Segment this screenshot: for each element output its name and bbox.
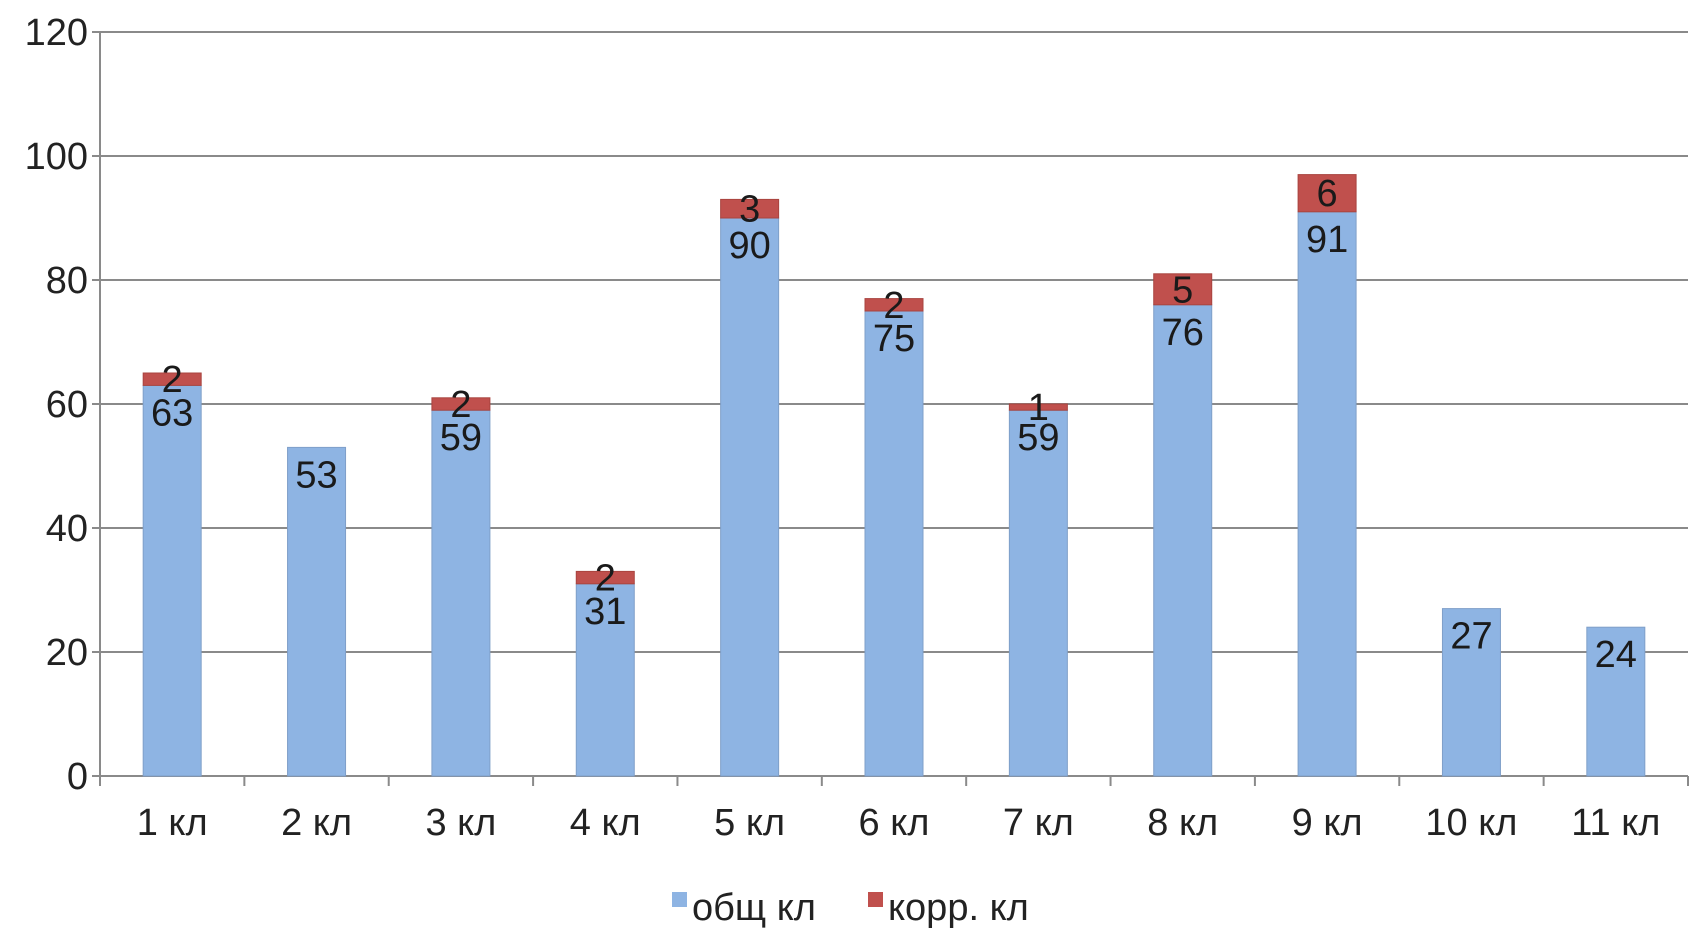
x-tick-label: 4 кл xyxy=(570,802,641,844)
bar-9-series-0 xyxy=(1297,211,1357,777)
x-tick-label: 5 кл xyxy=(714,802,785,844)
x-tick-label: 8 кл xyxy=(1147,802,1218,844)
y-tick-label: 20 xyxy=(46,632,88,674)
data-label-series-0: 76 xyxy=(1162,312,1204,354)
data-label-series-1: 2 xyxy=(883,285,904,327)
x-tick-label: 2 кл xyxy=(281,802,352,844)
data-label-series-0: 91 xyxy=(1306,219,1348,261)
data-label-series-1: 6 xyxy=(1317,173,1338,215)
x-tick-label: 7 кл xyxy=(1003,802,1074,844)
x-tick-label: 6 кл xyxy=(859,802,930,844)
bar-7-series-0 xyxy=(1008,409,1068,777)
data-label-series-1: 2 xyxy=(450,384,471,426)
y-tick-label: 0 xyxy=(67,756,88,798)
bar-8-series-1 xyxy=(1153,273,1213,306)
bar-2-series-0 xyxy=(287,446,347,777)
bar-1-series-1 xyxy=(142,372,202,386)
y-tick-label: 40 xyxy=(46,508,88,550)
legend: общ кл корр. кл xyxy=(672,887,1029,929)
data-label-series-0: 24 xyxy=(1595,634,1637,676)
legend-label-series-0: общ кл xyxy=(692,887,816,929)
x-tick-label: 10 кл xyxy=(1425,802,1517,844)
data-label-series-1: 2 xyxy=(162,359,183,401)
bar-3-series-1 xyxy=(431,397,491,411)
y-tick-label: 80 xyxy=(46,260,88,302)
axes: 0 20 40 60 80 100 120 1 кл 2 кл 3 кл 4 кл 5 кл 6 кл 7… xyxy=(25,12,1689,844)
bar-10-series-0 xyxy=(1441,608,1501,777)
data-label-series-0: 59 xyxy=(1017,417,1059,459)
data-label-series-0: 27 xyxy=(1450,616,1492,658)
data-label-series-0: 63 xyxy=(151,392,193,434)
x-tick-label: 11 кл xyxy=(1571,802,1660,844)
bar-9-series-1 xyxy=(1297,174,1357,213)
bar-6-series-1 xyxy=(864,298,924,312)
y-tick-label: 120 xyxy=(25,12,88,54)
y-tick-label: 60 xyxy=(46,384,88,426)
bar-11-series-0 xyxy=(1586,626,1646,777)
data-label-series-1: 3 xyxy=(739,189,760,231)
bar-5-series-0 xyxy=(720,217,780,777)
bar-8-series-0 xyxy=(1153,304,1213,777)
bar-1-series-0 xyxy=(142,384,202,777)
data-label-series-1: 1 xyxy=(1028,387,1049,429)
data-label-series-1: 2 xyxy=(595,558,616,600)
legend-swatch-series-1 xyxy=(868,892,883,907)
bar-6-series-0 xyxy=(864,310,924,777)
bar-7-series-1 xyxy=(1008,403,1068,411)
data-label-series-0: 53 xyxy=(295,454,337,496)
legend-label-series-1: корр. кл xyxy=(888,887,1029,929)
data-label-series-1: 5 xyxy=(1172,269,1193,311)
x-tick-label: 3 кл xyxy=(425,802,496,844)
x-tick-label: 1 кл xyxy=(137,802,208,844)
data-label-series-0: 31 xyxy=(584,591,626,633)
legend-swatch-series-0 xyxy=(672,892,687,907)
x-tick-label: 9 кл xyxy=(1292,802,1363,844)
data-label-series-0: 75 xyxy=(873,318,915,360)
bar-4-series-1 xyxy=(575,570,635,585)
bar-5-series-1 xyxy=(720,198,780,219)
data-label-series-0: 90 xyxy=(728,225,770,267)
y-tick-label: 100 xyxy=(25,136,88,178)
bar-3-series-0 xyxy=(431,409,491,777)
bars xyxy=(142,174,1646,777)
data-label-series-0: 59 xyxy=(440,417,482,459)
